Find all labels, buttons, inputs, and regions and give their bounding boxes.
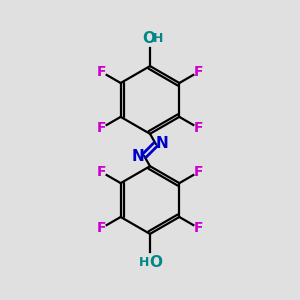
Text: O: O [142, 31, 155, 46]
Text: F: F [194, 221, 204, 235]
Text: H: H [139, 256, 149, 269]
Text: F: F [194, 65, 204, 79]
Text: F: F [194, 165, 204, 179]
Text: N: N [131, 149, 144, 164]
Text: O: O [149, 255, 162, 270]
Text: F: F [96, 221, 106, 235]
Text: F: F [194, 121, 204, 135]
Text: H: H [153, 32, 164, 45]
Text: F: F [96, 65, 106, 79]
Text: F: F [96, 165, 106, 179]
Text: N: N [156, 136, 169, 151]
Text: F: F [96, 121, 106, 135]
